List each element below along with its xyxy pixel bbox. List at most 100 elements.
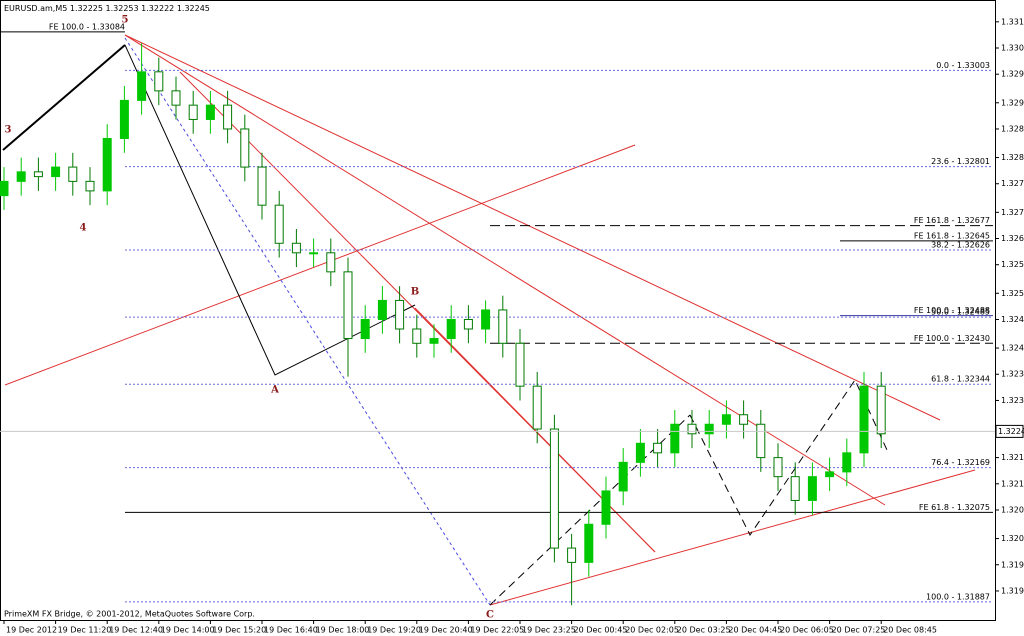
y-tick-label: 1.3242 [1001,344,1024,353]
candle-body [756,423,766,459]
candle-body [154,71,164,92]
candle-body [33,171,43,178]
x-tick-label: 19 Dec 22:05 [470,626,524,635]
wave-label: 4 [80,223,87,234]
wave-line [689,378,888,536]
wave-line [2,44,126,151]
y-tick-label: 1.33105 [1001,17,1024,26]
candle-body [377,299,387,320]
candle-body [188,104,198,120]
trend-line [414,307,656,553]
candle-body [446,318,456,340]
y-tick-label: 1.3288 [1001,124,1024,133]
level-label: 50.0 - 1.32485 [931,308,990,317]
level-label: 23.6 - 1.32801 [931,157,990,166]
candle-body [68,166,78,182]
candle-body [721,414,731,425]
candle-body [326,252,336,273]
candle-body [343,271,353,340]
quote: 1.32245 [177,4,210,13]
candle-body [567,547,577,563]
y-tick-label: 1.3208 [1001,505,1024,514]
wave-label: 3 [5,125,12,136]
candle-body [429,338,439,344]
x-tick-label: 19 Dec 20:40 [419,626,473,635]
candle-body [257,166,267,206]
y-tick-label: 1.32765 [1001,179,1024,188]
level-label: FE 161.8 - 1.32677 [914,216,990,225]
candle-body [825,471,835,478]
candle-body [205,104,215,120]
candle-body [274,204,284,244]
trend-line [124,34,941,421]
x-tick-label: 19 Dec 14:00 [161,626,215,635]
wave-guide [124,37,491,606]
candle-body [102,137,112,192]
candle-body [549,428,559,549]
candle-body [240,128,250,168]
drawings [2,34,976,606]
x-tick-label: 19 Dec 15:20 [212,626,266,635]
candle-body [223,104,233,130]
wave-line [489,414,691,606]
y-tick-label: 1.32535 [1001,289,1024,298]
candle-body [85,180,95,192]
x-tick-label: 20 Dec 07:25 [832,626,886,635]
x-tick-label: 19 Dec 16:40 [264,626,318,635]
y-tick-label: 1.3219 [1001,453,1024,462]
y-tick-label: 1.3202 [1001,534,1024,543]
x-tick-label: 19 Dec 2012 [6,626,57,635]
candle-body [635,442,645,463]
wave-label: C [486,610,494,621]
trend-line [489,469,976,606]
candle-body [137,71,147,101]
current-price: 1.32245 [998,427,1024,436]
y-tick-label: 1.32595 [1001,260,1024,269]
candle-body [670,423,680,454]
level-label: FE 161.8 - 1.32645 [914,231,990,240]
y-tick-label: 1.32365 [1001,370,1024,379]
levels: 0.0 - 1.33003 FE 100.0 - 1.33084 23.6 - 1.… [0,22,993,603]
level-label: 61.8 - 1.32344 [931,375,990,384]
candle-body [463,318,473,330]
x-tick-label: 20 Dec 08:45 [883,626,937,635]
x-tick-label: 19 Dec 11:20 [58,626,112,635]
y-tick-label: 1.3248 [1001,315,1024,324]
x-tick-label: 19 Dec 18:00 [316,626,370,635]
candle-body [16,171,26,182]
y-tick-label: 1.32935 [1001,98,1024,107]
candle-body [876,385,886,435]
candle-body [309,252,319,255]
candle-body [481,309,491,330]
plot-frame [0,0,996,621]
level-label: FE 100.0 - 1.32430 [914,334,990,343]
quote: 1.32222 [141,4,174,13]
candle-body [51,166,61,178]
wave-label: A [270,385,279,396]
footer: PrimeXM FX Bridge, © 2001-2012, MetaQuot… [4,610,255,619]
x-tick-label: 20 Dec 03:25 [677,626,731,635]
x-tick-label: 19 Dec 23:25 [522,626,576,635]
candle-body [0,180,9,197]
candle-body [859,385,869,454]
x-tick-label: 19 Dec 12:40 [109,626,163,635]
y-tick-label: 1.32995 [1001,70,1024,79]
candles [0,43,886,606]
candle-body [687,423,697,435]
candle-body [842,452,852,473]
x-tick-label: 20 Dec 00:45 [574,626,628,635]
candle-body [773,457,783,478]
y-tick-label: 1.3305 [1001,44,1024,53]
axis: 1.33105 1.3305 1.32995 1.32935 1.3288 1.3282 1… [0,17,1024,635]
level-label: 0.0 - 1.33003 [936,61,990,70]
candle-body [532,385,542,430]
candle-body [601,490,611,525]
candle-body [412,328,422,344]
candle-body [584,523,594,563]
level-label: 100.0 - 1.31887 [926,592,990,601]
candle-body [119,99,129,139]
symbol: EURUSD.am,M5 [4,4,67,13]
